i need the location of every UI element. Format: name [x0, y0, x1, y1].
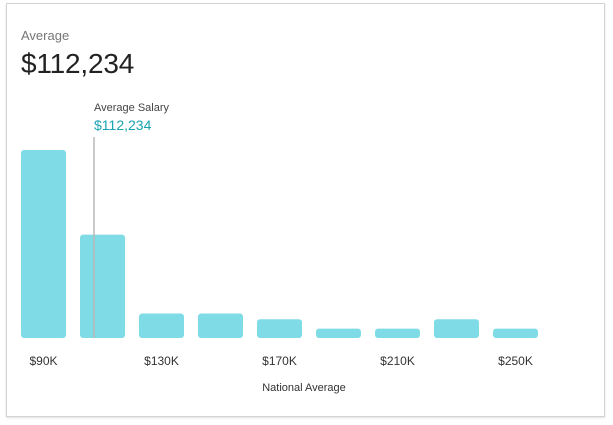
bar-130k	[139, 313, 184, 338]
bar-190k	[316, 328, 361, 338]
x-tick-labels: $90K $130K $170K $210K $250K	[29, 354, 532, 368]
bar-210k	[375, 328, 420, 338]
average-label: Average	[21, 28, 70, 43]
bar-250k	[493, 328, 538, 338]
x-tick-label: $130K	[144, 354, 179, 368]
x-tick-label: $250K	[498, 354, 533, 368]
average-value: $112,234	[21, 48, 135, 79]
salary-histogram-card: Average $112,234	[6, 3, 605, 417]
bar-105k	[80, 234, 125, 338]
bar-group	[21, 150, 538, 338]
average-marker-label: Average Salary	[94, 102, 170, 114]
bar-150k	[198, 313, 243, 338]
bar-170k	[257, 319, 302, 338]
bar-230k	[434, 319, 479, 338]
x-tick-label: $90K	[29, 354, 57, 368]
bar-90k	[21, 150, 66, 338]
average-marker-value: $112,234	[94, 117, 152, 133]
x-tick-label: $170K	[262, 354, 297, 368]
x-tick-label: $210K	[380, 354, 415, 368]
x-axis-title: National Average	[262, 382, 346, 394]
